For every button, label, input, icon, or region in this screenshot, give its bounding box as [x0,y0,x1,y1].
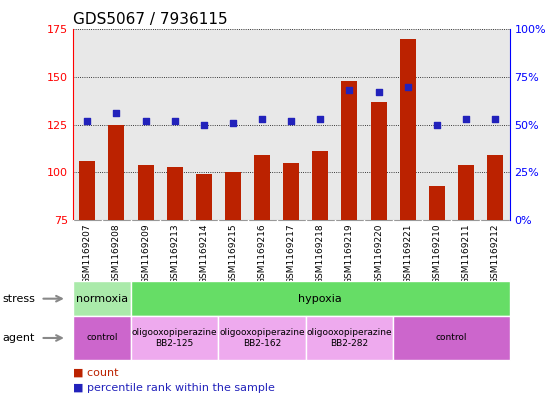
Text: GSM1169219: GSM1169219 [345,223,354,284]
Bar [487,155,503,220]
Text: GSM1169218: GSM1169218 [316,223,325,284]
Point [228,120,237,126]
Point [83,118,92,124]
Point [258,116,267,122]
Bar [73,316,131,360]
Text: GSM1169215: GSM1169215 [228,223,237,284]
Point [287,118,296,124]
Bar [306,316,393,360]
Bar [400,39,416,220]
Point [491,116,500,122]
Point [170,118,179,124]
Point [199,121,208,128]
Text: GSM1169211: GSM1169211 [461,223,470,284]
Bar [283,163,299,220]
Text: GSM1169212: GSM1169212 [491,223,500,284]
Bar [225,173,241,220]
Bar [371,102,386,220]
Text: GSM1169217: GSM1169217 [287,223,296,284]
Bar [196,174,212,220]
Bar [458,165,474,220]
Point [432,121,441,128]
Text: GSM1169213: GSM1169213 [170,223,179,284]
Text: GSM1169208: GSM1169208 [112,223,121,284]
Text: control: control [86,334,118,342]
Point [403,83,412,90]
Text: agent: agent [3,333,35,343]
Point [461,116,470,122]
Bar [429,186,445,220]
Bar [131,316,218,360]
Bar [342,81,357,220]
Text: GSM1169209: GSM1169209 [141,223,150,284]
Bar [167,167,183,220]
Text: GSM1169221: GSM1169221 [403,223,412,284]
Point [345,87,354,94]
Text: oligooxopiperazine
BB2-162: oligooxopiperazine BB2-162 [220,328,305,348]
Bar [131,281,510,316]
Text: GSM1169214: GSM1169214 [199,223,208,284]
Bar [80,161,95,220]
Bar [393,316,510,360]
Point [374,89,383,95]
Text: oligooxopiperazine
BB2-282: oligooxopiperazine BB2-282 [307,328,392,348]
Bar [138,165,153,220]
Text: ■ count: ■ count [73,367,118,377]
Text: stress: stress [3,294,36,304]
Text: oligooxopiperazine
BB2-125: oligooxopiperazine BB2-125 [132,328,217,348]
Point [112,110,121,116]
Text: GSM1169207: GSM1169207 [83,223,92,284]
Text: GSM1169210: GSM1169210 [432,223,441,284]
Point [141,118,150,124]
Text: GSM1169216: GSM1169216 [258,223,267,284]
Text: control: control [436,334,467,342]
Text: ■ percentile rank within the sample: ■ percentile rank within the sample [73,383,274,393]
Text: normoxia: normoxia [76,294,128,304]
Text: hypoxia: hypoxia [298,294,342,304]
Bar [73,281,131,316]
Bar [312,151,328,220]
Bar [218,316,306,360]
Text: GSM1169220: GSM1169220 [374,223,383,284]
Bar [109,125,124,220]
Point [316,116,325,122]
Bar [254,155,270,220]
Text: GDS5067 / 7936115: GDS5067 / 7936115 [73,12,227,27]
